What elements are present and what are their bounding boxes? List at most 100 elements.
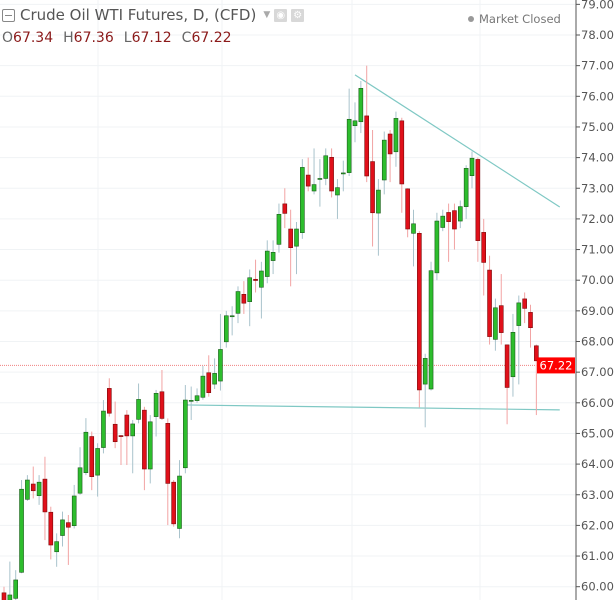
candle <box>241 281 247 314</box>
candle <box>534 344 539 416</box>
candle-body <box>510 332 516 378</box>
candle-body <box>218 349 223 382</box>
candle-body <box>317 178 323 180</box>
candle-body <box>475 159 481 241</box>
candle-body <box>534 345 539 362</box>
candle-body <box>54 541 59 553</box>
price-axis[interactable]: 79.00 78.00 77.00 76.00 75.00 74.00 73.00 72.00… <box>575 0 614 600</box>
candle <box>218 313 223 391</box>
candle-body <box>405 188 410 230</box>
candle <box>66 514 71 565</box>
candle <box>364 65 370 183</box>
candle-body <box>376 189 381 214</box>
candle <box>1 586 7 600</box>
visibility-icon[interactable]: ◉ <box>274 8 288 22</box>
candle-body <box>71 495 77 527</box>
candle <box>77 447 83 495</box>
candle-body <box>83 431 89 473</box>
candle-body <box>95 448 100 476</box>
candle-body <box>25 479 30 500</box>
candle-body <box>77 467 83 494</box>
candle-body <box>340 172 346 175</box>
candle-body <box>153 392 159 417</box>
candle <box>317 159 323 207</box>
candle-body <box>346 118 352 173</box>
candle <box>124 410 130 466</box>
candle <box>118 434 124 466</box>
candle <box>48 506 54 560</box>
candle-body <box>124 414 130 437</box>
candle-body <box>522 298 527 309</box>
candle <box>469 151 475 189</box>
gear-icon[interactable]: ⚙ <box>291 8 305 22</box>
candle <box>411 209 416 267</box>
candle-body <box>101 410 106 448</box>
candle <box>142 406 147 491</box>
candle-body <box>422 358 428 385</box>
candle <box>446 203 451 262</box>
candle <box>101 400 106 454</box>
candle <box>136 383 141 424</box>
candle-body <box>300 167 305 233</box>
candle <box>276 203 282 253</box>
candle <box>335 179 340 219</box>
candle-body <box>469 157 475 176</box>
candle <box>235 286 241 324</box>
candle <box>206 355 212 397</box>
candle-body <box>224 315 229 343</box>
candle-body <box>358 88 364 123</box>
candle <box>428 261 434 391</box>
candle <box>253 259 258 293</box>
candle-body <box>107 388 112 414</box>
candle-body <box>294 228 299 247</box>
candle-body <box>159 391 165 419</box>
y-tick-label: 76.00 <box>581 89 614 103</box>
candle-body <box>177 475 182 529</box>
candle <box>522 292 527 324</box>
candle-body <box>36 481 42 496</box>
collapse-icon[interactable] <box>2 8 15 22</box>
candle <box>498 274 504 345</box>
candle <box>107 378 112 417</box>
candles <box>1 65 545 600</box>
candle-body <box>323 155 329 179</box>
y-tick-label: 67.00 <box>581 365 614 379</box>
candle <box>130 419 135 474</box>
candle <box>194 388 200 403</box>
candle-body <box>498 305 504 333</box>
candle <box>282 188 288 229</box>
candle <box>516 295 522 385</box>
candle-body <box>212 373 217 385</box>
candle-body <box>381 139 387 181</box>
candle <box>30 466 36 499</box>
candle-body <box>452 210 457 230</box>
ohlc-close: C67.22 <box>181 30 232 46</box>
candle-body <box>30 483 36 492</box>
candle <box>288 209 293 287</box>
y-tick-label: 66.00 <box>581 396 614 410</box>
trendlines[interactable] <box>185 74 561 411</box>
candle <box>42 456 48 541</box>
candle-body <box>112 423 118 443</box>
candle-body <box>282 203 288 214</box>
y-tick-label: 62.00 <box>581 518 614 532</box>
symbol-title[interactable]: Crude Oil WTI Futures, D, (CFD) <box>20 6 257 24</box>
trendline[interactable] <box>354 74 561 208</box>
y-tick-label: 72.00 <box>581 212 614 226</box>
candle-body <box>364 115 370 177</box>
caret-down-icon[interactable]: ▼ <box>263 10 271 20</box>
candle-body <box>19 488 24 573</box>
candle-body <box>311 184 317 192</box>
candle-body <box>305 174 311 187</box>
y-tick-label: 68.00 <box>581 335 614 349</box>
y-tick-label: 71.00 <box>581 243 614 257</box>
candle-body <box>399 120 405 185</box>
candle <box>264 240 270 284</box>
trendline[interactable] <box>185 404 560 411</box>
candle <box>422 353 428 428</box>
candle-body <box>147 421 153 470</box>
candle <box>393 111 399 167</box>
candle-body <box>229 315 235 318</box>
candle-body <box>270 252 276 261</box>
